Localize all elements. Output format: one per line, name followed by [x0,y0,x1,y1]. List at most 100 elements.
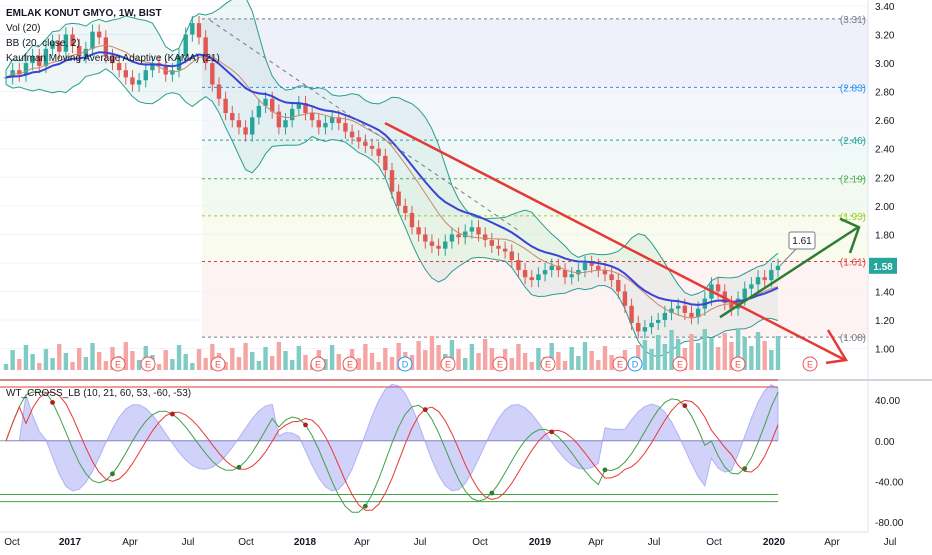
candle-body [50,41,55,49]
volume-bar [689,334,694,370]
candle-body [223,98,228,114]
candle-body [775,265,781,271]
event-marker-label: D [632,360,639,370]
bb-fill [6,0,778,357]
volume-bar [303,355,308,370]
volume-bar [336,354,341,370]
time-tick-label: Jul [414,537,427,548]
event-marker [140,356,156,372]
candle-body [276,111,282,128]
volume-bar [396,343,401,370]
candle-body [516,260,521,271]
candle-body [729,302,734,309]
volume-bar [656,335,661,370]
volume-bar [769,350,774,370]
candle-body [396,191,401,206]
osc-cross-dot [169,411,175,417]
volume-bar [469,344,475,370]
osc-cross-dot [50,400,55,405]
candle-body [136,80,142,85]
candle-body [203,37,208,64]
last-price-label: 1.58 [873,262,893,273]
candle-body [416,227,421,235]
candle-body [236,120,242,128]
volume-bar [17,359,22,370]
event-marker [730,356,746,372]
time-tick-label: 2017 [59,537,82,548]
red-arrowhead [825,329,849,365]
osc-cross-dot [682,403,688,409]
legend-symbol[interactable]: EMLAK KONUT GMYO, 1W, BIST [6,8,162,19]
fib-label: (1.61) [840,258,866,269]
volume-bar [522,353,528,370]
price-tick-label: 1.20 [875,316,895,327]
price-tick-label: 2.80 [875,88,895,99]
fib-label: (2.83) [840,83,866,94]
candle-body [63,34,69,52]
event-marker-label: E [677,360,683,370]
candle-body [77,45,82,56]
volume-bar [356,358,361,370]
candle-body [30,55,35,64]
volume-bar [170,359,175,370]
price-tick-label: 2.00 [875,202,895,213]
candle-body [143,70,148,81]
candle-body [123,70,128,78]
candle-body [243,127,248,135]
event-marker-label: E [145,360,151,370]
volume-bar [276,342,282,370]
volume-bar [37,363,42,370]
fib-label: (3.31) [840,15,866,26]
candle-body [70,34,75,46]
volume-bar [77,348,82,370]
candle-body [755,277,761,285]
volume-bar [30,354,35,370]
price-tick-label: 2.20 [875,173,895,184]
fib-zone [202,178,868,216]
red-trendline [384,121,846,362]
time-tick-label: Oct [472,537,488,548]
kama-line [5,51,779,306]
volume-bar [296,346,302,370]
candle-body [103,37,109,56]
event-marker [672,356,688,372]
volume-bar [123,342,128,370]
volume-bar [183,354,188,370]
candle-body [110,55,115,64]
candle-body [316,120,321,128]
candle-body [556,265,561,271]
osc-cross-dot [602,467,608,473]
volume-bar [289,360,295,370]
candle-body [669,308,674,313]
candle-body [423,234,428,242]
osc-legend[interactable]: WT_CROSS_LB (10, 21, 60, 53, -60, -53) [6,388,192,399]
candle-body [309,113,315,121]
volume-bar [482,339,488,370]
event-marker-label: D [402,360,409,370]
osc-cross-dot [303,422,308,428]
volume-bar [263,347,268,370]
volume-bar [695,343,701,370]
candle-body [443,241,448,249]
volume-bar [702,329,707,370]
candle-body [90,31,95,49]
candle-body [376,148,381,156]
legend-vol[interactable]: Vol (20) [6,23,41,34]
osc-wt1 [5,391,779,513]
time-tick-label: Oct [4,537,20,548]
volume-bar [329,345,335,370]
volume-bar [722,333,727,370]
event-marker [612,356,628,372]
volume-bar [589,351,594,370]
candle-body [762,277,767,281]
callout-pointer [779,248,797,267]
osc-tick-label: 0.00 [875,437,895,448]
time-tick-label: Jul [648,537,661,548]
volume-bar [456,349,461,370]
candle-body [476,227,481,235]
legend-bb[interactable]: BB (20, close, 2) [6,38,80,49]
candle-body [589,262,594,266]
candle-body [230,113,235,121]
legend-kama[interactable]: Kaufman Moving Average Adaptive (KAMA) (… [6,53,220,64]
